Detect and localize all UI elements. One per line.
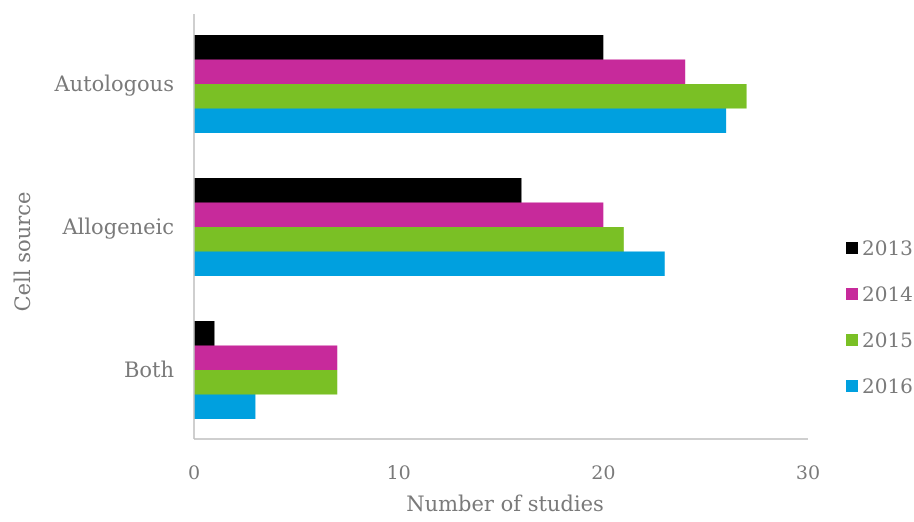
category-label-both: Both	[124, 358, 174, 382]
legend-label-2015: 2015	[862, 328, 913, 352]
bars	[194, 35, 747, 419]
category-label-autologous: Autologous	[53, 72, 174, 96]
bar-autologous-2015	[194, 84, 747, 109]
bar-both-2013	[194, 321, 215, 346]
bar-both-2015	[194, 370, 338, 395]
bar-both-2014	[194, 345, 338, 370]
bar-autologous-2013	[194, 35, 604, 60]
legend-label-2016: 2016	[862, 374, 913, 398]
category-labels: Autologous Allogeneic Both	[53, 72, 174, 382]
legend: 2013 2014 2015 2016	[846, 236, 913, 398]
x-tick-label: 0	[188, 462, 200, 484]
x-tick-label: 10	[387, 462, 411, 484]
legend-swatch-2014	[846, 288, 858, 300]
legend-swatch-2015	[846, 334, 858, 346]
legend-swatch-2013	[846, 242, 858, 254]
y-axis-title: Cell source	[11, 192, 35, 312]
category-label-allogeneic: Allogeneic	[61, 215, 174, 239]
x-tick-labels: 0 10 20 30	[188, 462, 820, 484]
legend-label-2013: 2013	[862, 236, 913, 260]
bar-allogeneic-2014	[194, 202, 604, 227]
legend-label-2014: 2014	[862, 282, 913, 306]
bar-allogeneic-2016	[194, 251, 665, 276]
bar-autologous-2016	[194, 108, 727, 133]
x-tick-label: 20	[591, 462, 615, 484]
bar-both-2016	[194, 394, 256, 419]
bar-allogeneic-2015	[194, 227, 624, 252]
x-tick-label: 30	[796, 462, 820, 484]
bar-allogeneic-2013	[194, 178, 522, 203]
x-axis-title: Number of studies	[406, 492, 604, 516]
legend-swatch-2016	[846, 380, 858, 392]
bar-autologous-2014	[194, 59, 686, 84]
